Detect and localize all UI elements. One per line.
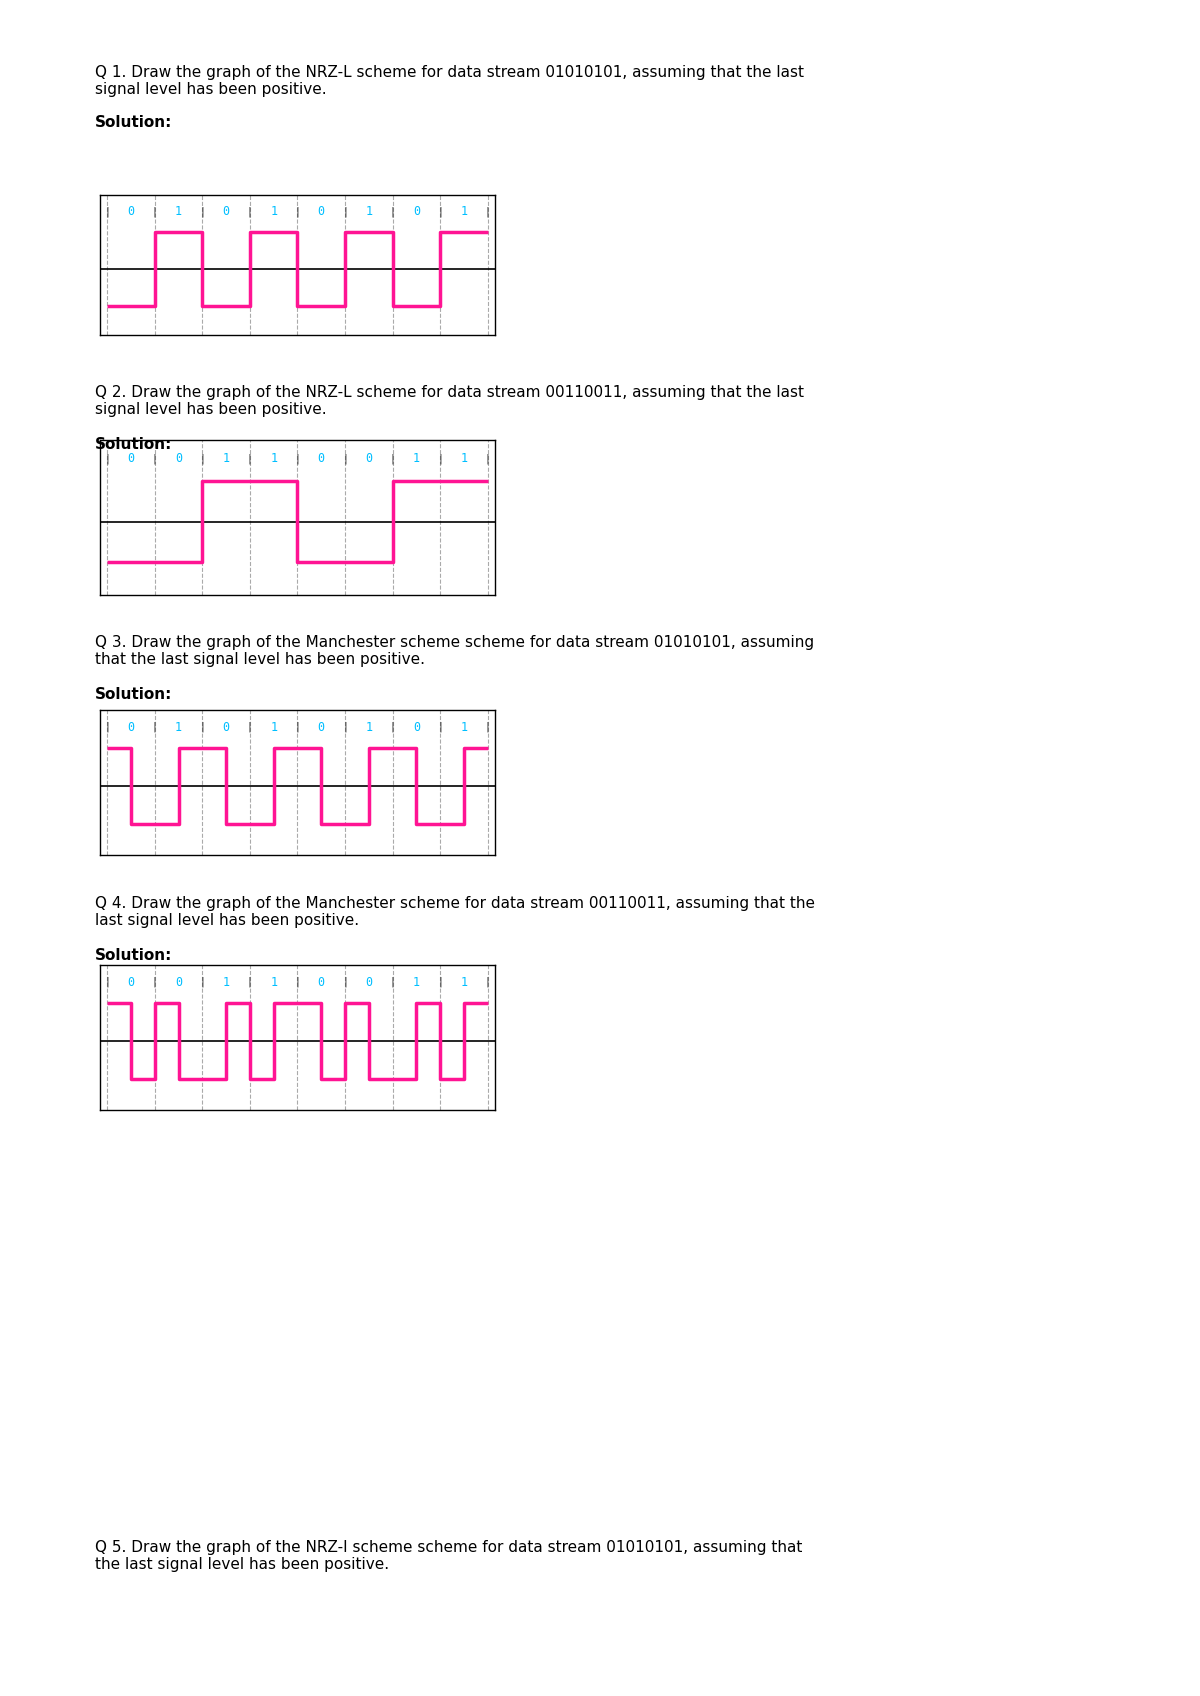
Text: |: | [485,977,491,987]
Text: |: | [151,977,157,987]
Text: Q 1. Draw the graph of the NRZ-L scheme for data stream 01010101, assuming that : Q 1. Draw the graph of the NRZ-L scheme … [95,64,804,97]
Text: 1: 1 [365,721,372,734]
Text: 0: 0 [318,721,325,734]
Text: |: | [342,977,348,987]
Text: |: | [390,722,396,733]
Text: 1: 1 [175,205,182,219]
Text: Q 3. Draw the graph of the Manchester scheme scheme for data stream 01010101, as: Q 3. Draw the graph of the Manchester sc… [95,634,814,668]
Text: |: | [294,977,300,987]
Text: 0: 0 [318,975,325,989]
Text: 0: 0 [365,451,372,465]
Text: |: | [294,722,300,733]
Text: |: | [437,207,443,217]
Text: 1: 1 [461,721,468,734]
Text: Solution:: Solution: [95,948,173,963]
Text: |: | [104,722,110,733]
Text: |: | [104,207,110,217]
Text: 1: 1 [270,205,277,219]
Text: 1: 1 [413,451,420,465]
Text: |: | [485,453,491,463]
Text: Q 5. Draw the graph of the NRZ-I scheme scheme for data stream 01010101, assumin: Q 5. Draw the graph of the NRZ-I scheme … [95,1540,803,1572]
Text: |: | [199,453,205,463]
Text: 0: 0 [127,721,134,734]
Text: 0: 0 [175,451,182,465]
Text: 1: 1 [461,451,468,465]
Text: 0: 0 [222,205,229,219]
Text: 1: 1 [175,721,182,734]
Text: |: | [342,453,348,463]
Text: |: | [342,207,348,217]
Text: |: | [199,207,205,217]
Text: 1: 1 [365,205,372,219]
Text: 1: 1 [461,205,468,219]
Text: |: | [294,453,300,463]
Text: |: | [151,453,157,463]
Text: |: | [247,977,253,987]
Text: |: | [390,207,396,217]
Text: |: | [151,722,157,733]
Text: |: | [485,207,491,217]
Text: 1: 1 [222,451,229,465]
Text: |: | [104,453,110,463]
Text: 0: 0 [127,205,134,219]
Text: 0: 0 [318,451,325,465]
Text: |: | [199,977,205,987]
Text: 1: 1 [461,975,468,989]
Text: 0: 0 [318,205,325,219]
Text: |: | [104,977,110,987]
Text: 0: 0 [413,205,420,219]
Text: Solution:: Solution: [95,687,173,702]
Text: |: | [437,722,443,733]
Text: |: | [437,453,443,463]
Text: 1: 1 [413,975,420,989]
Text: 1: 1 [270,721,277,734]
Text: 0: 0 [365,975,372,989]
Text: 1: 1 [270,975,277,989]
Text: |: | [294,207,300,217]
Text: Q 4. Draw the graph of the Manchester scheme for data stream 00110011, assuming : Q 4. Draw the graph of the Manchester sc… [95,895,815,928]
Text: Solution:: Solution: [95,438,173,453]
Text: |: | [485,722,491,733]
Text: |: | [247,207,253,217]
Text: 0: 0 [413,721,420,734]
Text: 1: 1 [222,975,229,989]
Text: 1: 1 [270,451,277,465]
Text: |: | [342,722,348,733]
Text: |: | [151,207,157,217]
Text: |: | [437,977,443,987]
Text: |: | [390,453,396,463]
Text: |: | [247,453,253,463]
Text: |: | [390,977,396,987]
Text: Solution:: Solution: [95,115,173,131]
Text: |: | [247,722,253,733]
Text: Q 2. Draw the graph of the NRZ-L scheme for data stream 00110011, assuming that : Q 2. Draw the graph of the NRZ-L scheme … [95,385,804,417]
Text: 0: 0 [175,975,182,989]
Text: 0: 0 [127,975,134,989]
Text: 0: 0 [222,721,229,734]
Text: |: | [199,722,205,733]
Text: 0: 0 [127,451,134,465]
